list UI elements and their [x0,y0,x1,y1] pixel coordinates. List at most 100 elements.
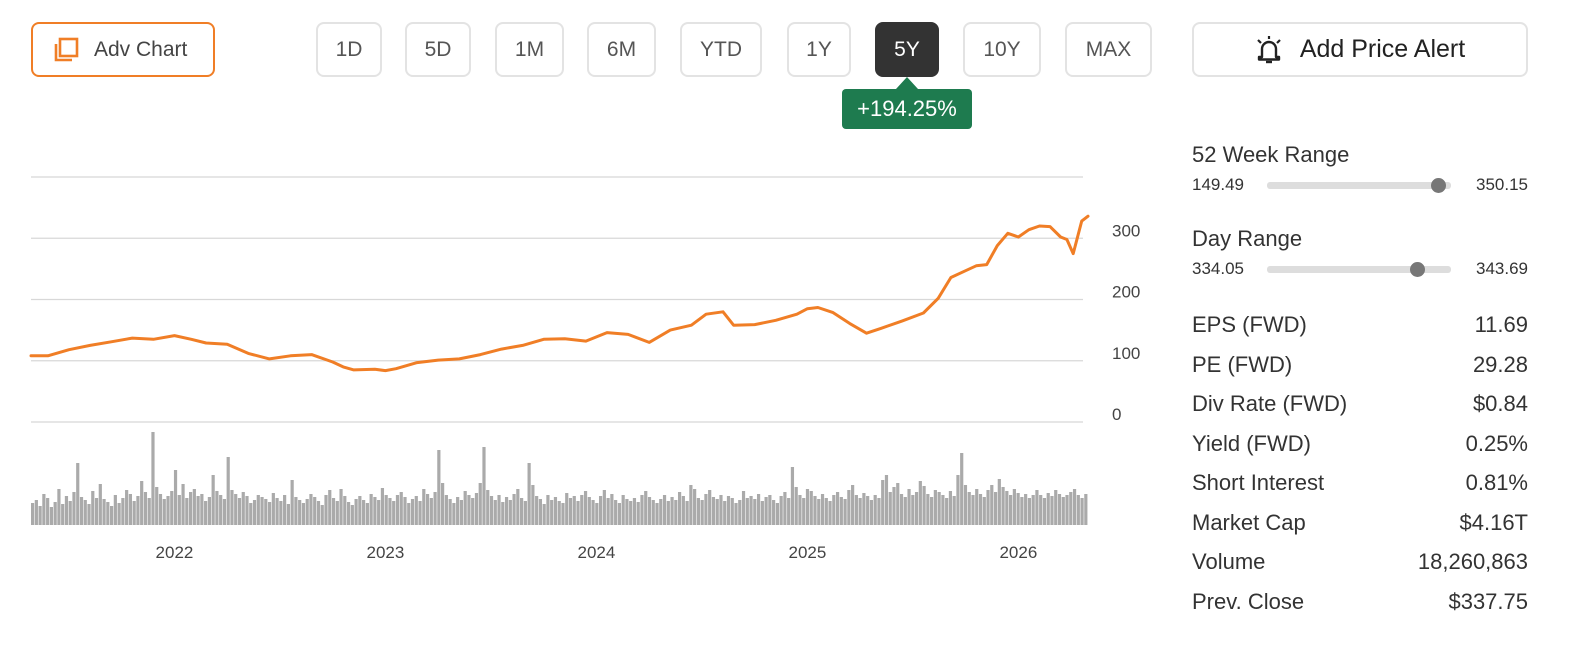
volume-bar [316,501,321,525]
volume-bar [933,490,937,525]
volume-bar [1046,493,1050,525]
volume-bar [286,504,290,525]
volume-bar [997,479,1001,525]
volume-bar [437,450,441,525]
volume-bar [832,495,836,525]
volume-bar [87,504,91,525]
volume-bar [952,496,956,525]
volume-bar [659,499,663,525]
volume-bar [1065,495,1069,525]
volume-bar [362,500,366,525]
volume-bar [591,500,595,525]
period-button-6m[interactable]: 6M [587,22,656,77]
volume-bar [726,496,731,525]
volume-bar [745,498,749,525]
volume-bar [305,499,309,525]
volume-bar [854,495,858,525]
volume-bar [674,500,678,525]
volume-bar [738,500,742,525]
volume-bar [730,498,734,525]
volume-bar [629,501,633,525]
range-52-week: 52 Week Range 149.49 350.15 [1192,142,1528,198]
y-tick-label: 300 [1112,221,1140,240]
period-button-5d[interactable]: 5D [405,22,471,77]
volume-bar [31,503,35,525]
volume-bar [301,503,306,525]
stat-value: 11.69 [1474,312,1528,337]
volume-bar [651,500,655,525]
volume-bar [993,492,998,525]
volume-bar [937,492,941,525]
volume-bar [136,496,140,525]
volume-bar [463,491,467,525]
volume-bar [79,497,84,525]
volume-bar [422,489,426,525]
volume-bar [1031,495,1035,525]
period-label: 1Y [806,37,832,61]
volume-bar [486,490,490,525]
volume-bar [343,496,347,525]
volume-bar [471,498,475,525]
volume-bar [392,501,396,525]
volume-bar [873,495,877,525]
volume-bar [207,497,211,525]
volume-bar [448,499,452,525]
volume-bar [61,504,65,525]
period-button-max[interactable]: MAX [1065,22,1152,77]
volume-bar [497,495,501,525]
volume-bar [328,490,332,525]
price-chart[interactable]: 0 100 200 300 2022 2023 2024 2025 2026 [0,140,1170,580]
volume-bar [49,507,54,525]
period-button-1d[interactable]: 1D [316,22,382,77]
volume-bar [245,496,249,525]
volume-bar [234,494,238,525]
period-button-5y[interactable]: 5Y [875,22,939,77]
period-button-1m[interactable]: 1M [495,22,564,77]
volume-bar [877,498,881,525]
volume-bar [798,495,802,525]
volume-bar [320,505,324,525]
period-button-ytd[interactable]: YTD [680,22,762,77]
volume-bar [271,493,275,525]
volume-bar [249,503,253,525]
volume-bar [290,480,294,525]
volume-bar [862,493,866,525]
add-price-alert-button[interactable]: Add Price Alert [1192,22,1528,77]
chart-gridlines [31,176,1083,423]
volume-bar [72,492,76,525]
volume-bar [914,492,919,525]
period-label: 1D [335,37,363,61]
range-title: 52 Week Range [1192,142,1350,167]
volume-bar [760,501,764,525]
volume-bar [1050,496,1054,525]
volume-bar [662,495,667,525]
volume-bar [636,502,640,525]
volume-bar [1054,490,1058,525]
stat-row-short-interest: Short Interest 0.81% [1192,470,1528,500]
volume-bar [1080,498,1084,525]
stat-label: Yield (FWD) [1192,431,1311,456]
volume-bar [1035,490,1039,525]
volume-bar [185,498,189,525]
volume-bar [313,497,317,525]
volume-bar [230,490,234,525]
volume-bar [215,491,219,525]
volume-bar [542,504,546,525]
volume-bar [456,497,460,525]
volume-bar [155,487,159,525]
adv-chart-button[interactable]: Adv Chart [31,22,215,77]
stat-row-pe: PE (FWD) 29.28 [1192,352,1528,382]
volume-bar [749,496,753,525]
period-button-10y[interactable]: 10Y [963,22,1041,77]
y-tick-label: 200 [1112,283,1140,302]
volume-bar [121,498,125,525]
volume-bar [166,496,170,525]
volume-bar [971,495,975,525]
period-button-1y[interactable]: 1Y [787,22,851,77]
volume-bar [858,498,862,525]
volume-bar [57,489,61,525]
volume-bar [109,506,114,525]
volume-bar [723,501,727,525]
volume-bar [1005,491,1009,525]
stat-label: PE (FWD) [1192,352,1293,377]
